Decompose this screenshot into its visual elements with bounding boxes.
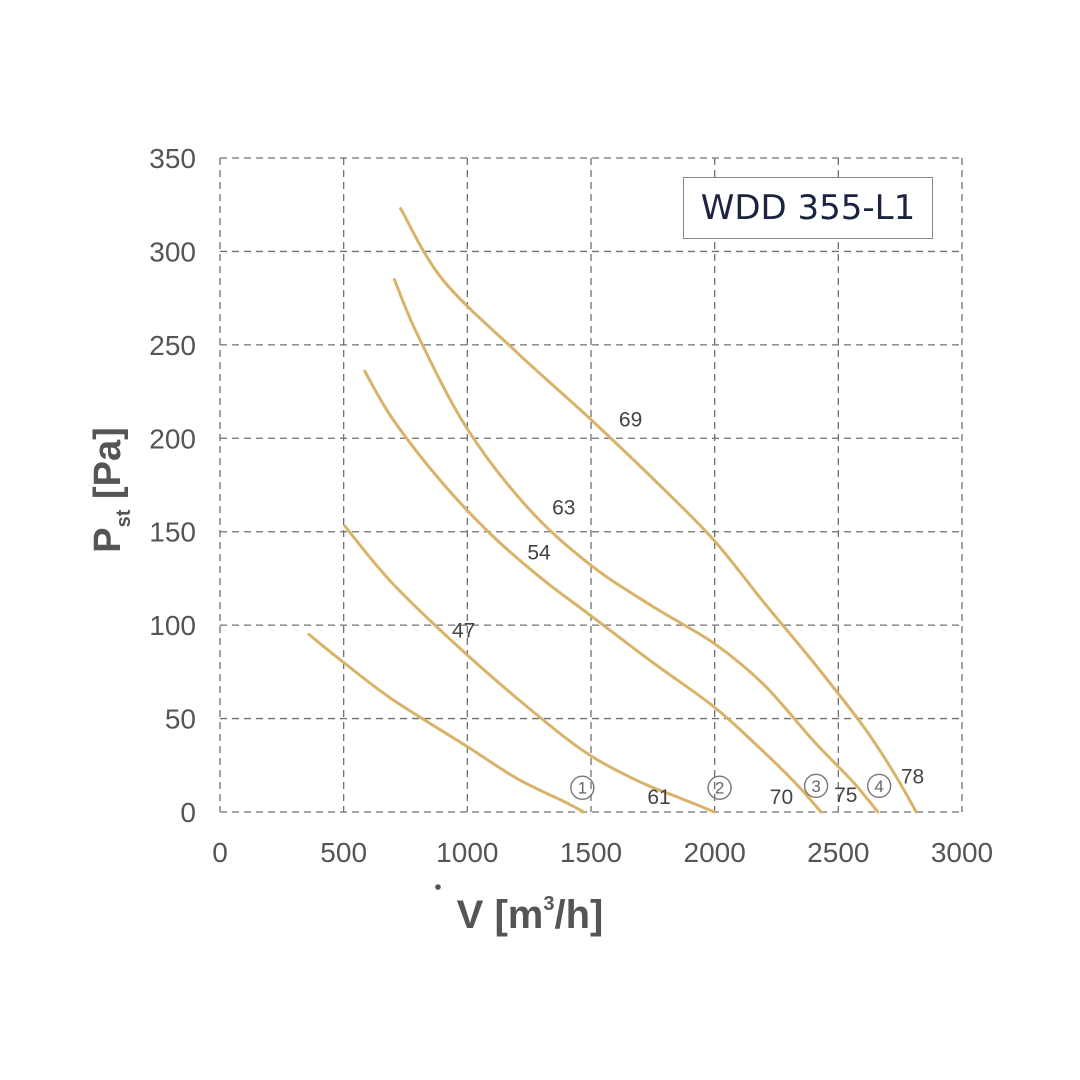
grid: [219, 157, 963, 813]
y-tick-label: 50: [165, 704, 196, 735]
fan-curve-5: [399, 207, 918, 814]
curve-value-label: 78: [901, 765, 924, 788]
model-label-box: WDD 355-L1: [683, 177, 933, 239]
fan-curve-3: [363, 369, 823, 814]
marker-number: 1: [578, 779, 587, 798]
curve-value-label: 47: [452, 620, 475, 643]
circled-marker-1: 1: [570, 775, 595, 800]
x-tick-label: 1000: [436, 837, 498, 868]
y-tick-label: 100: [149, 610, 196, 641]
y-tick-label: 0: [180, 797, 196, 828]
model-label: WDD 355-L1: [700, 188, 916, 228]
curve-value-label: 75: [834, 784, 857, 807]
x-tick-label: 0: [212, 837, 228, 868]
y-tick-label: 350: [149, 143, 196, 174]
circled-marker-2: 2: [707, 775, 732, 800]
y-tick-label: 200: [149, 423, 196, 454]
marker-number: 2: [715, 779, 724, 798]
marker-number: 3: [811, 777, 820, 796]
x-tick-label: 2000: [684, 837, 746, 868]
curve-value-label: 61: [647, 786, 670, 809]
marker-number: 4: [874, 777, 883, 796]
performance-curves: [307, 207, 918, 814]
x-tick-label: 1500: [560, 837, 622, 868]
svg-text:Pst [Pa]: Pst [Pa]: [87, 427, 135, 553]
point-markers: 1 2 3 4: [570, 773, 892, 800]
svg-text:V [m3/h]: V [m3/h]: [457, 893, 604, 937]
marker-circle: [866, 773, 892, 799]
y-axis-title: Pst [Pa]: [87, 427, 135, 553]
axis-ticks: 0 500 1000 1500 2000 2500 3000 0 50 100 150 200 250 3…: [149, 143, 993, 868]
x-tick-label: 500: [320, 837, 367, 868]
curve-value-label: 54: [527, 541, 551, 564]
y-tick-label: 300: [149, 236, 196, 267]
x-tick-label: 3000: [931, 837, 993, 868]
x-axis-title: V [m3/h]: [435, 884, 603, 937]
y-tick-label: 150: [149, 517, 196, 548]
marker-circle: [707, 775, 732, 800]
fan-curve-1: [307, 633, 586, 814]
circled-marker-4: 4: [866, 773, 892, 799]
marker-circle: [570, 775, 595, 800]
circled-marker-3: 3: [803, 773, 829, 799]
curve-value-label: 63: [552, 496, 575, 519]
x-tick-label: 2500: [807, 837, 869, 868]
y-tick-label: 250: [149, 330, 196, 361]
curve-value-label: 69: [619, 409, 642, 432]
curve-value-label: 70: [770, 786, 793, 809]
marker-circle: [803, 773, 829, 799]
fan-curve-2: [343, 524, 717, 814]
fan-curve-4: [392, 278, 880, 814]
